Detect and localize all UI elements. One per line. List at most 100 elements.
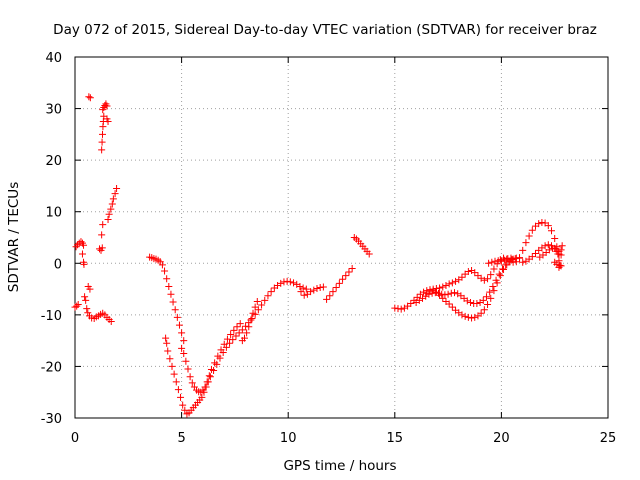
data-point [441, 291, 449, 299]
data-point [487, 271, 495, 279]
data-point [158, 261, 166, 269]
data-point [498, 265, 506, 273]
data-point [532, 249, 540, 257]
x-axis-label: GPS time / hours [283, 458, 396, 474]
data-point [300, 291, 308, 299]
data-point [98, 231, 106, 239]
data-point [407, 300, 415, 308]
data-point [426, 287, 434, 295]
data-point [286, 278, 294, 286]
data-point [163, 275, 171, 283]
data-point [323, 295, 331, 303]
data-point [161, 267, 169, 275]
data-point [247, 316, 255, 324]
data-point [169, 298, 177, 306]
data-point [464, 313, 472, 321]
data-point [261, 296, 269, 304]
y-tick-label: 30 [45, 103, 62, 118]
data-point [77, 238, 85, 246]
data-point [232, 332, 240, 340]
data-point [236, 320, 244, 328]
data-point [491, 257, 499, 265]
data-point [348, 264, 356, 272]
data-point [493, 279, 501, 287]
data-point [466, 298, 474, 306]
data-point [226, 339, 234, 347]
data-point [504, 255, 512, 263]
plot-frame [74, 56, 609, 419]
data-point [501, 256, 509, 264]
data-point [541, 242, 549, 250]
data-point [73, 302, 81, 310]
data-point [174, 386, 182, 394]
data-point [98, 146, 106, 154]
data-point [558, 242, 566, 250]
data-point [487, 294, 495, 302]
data-point [507, 254, 515, 262]
data-point [445, 280, 453, 288]
data-point [420, 288, 428, 296]
data-point [277, 279, 285, 287]
data-point [544, 241, 552, 249]
y-tick-label: -20 [41, 360, 62, 375]
data-point [497, 257, 505, 265]
data-point [473, 300, 481, 308]
data-point [258, 301, 266, 309]
data-point [184, 365, 192, 373]
data-point [198, 393, 206, 401]
data-point [201, 383, 209, 391]
data-point [83, 305, 91, 313]
data-point [178, 344, 186, 352]
data-point [111, 190, 119, 198]
data-point [249, 309, 257, 317]
data-point [86, 94, 94, 102]
x-tick-label: 25 [600, 431, 617, 446]
data-point [519, 258, 527, 266]
data-point [297, 288, 305, 296]
data-point [203, 378, 211, 386]
data-point [166, 355, 174, 363]
data-point [479, 296, 487, 304]
data-point [436, 284, 444, 292]
data-point [80, 241, 88, 249]
data-point [103, 102, 111, 110]
data-point [394, 305, 402, 313]
x-tick-label: 0 [71, 431, 79, 446]
data-point [519, 246, 527, 254]
data-point [165, 282, 173, 290]
data-point [544, 222, 552, 230]
data-point [555, 257, 563, 265]
data-point [109, 195, 117, 203]
y-tick-label: 0 [54, 257, 62, 272]
data-point [471, 269, 479, 277]
data-point [299, 284, 307, 292]
data-point [167, 290, 175, 298]
chart-title: Day 072 of 2015, Sidereal Day-to-day VTE… [53, 22, 597, 38]
data-point [444, 290, 452, 298]
data-point [528, 226, 536, 234]
data-point [168, 362, 176, 370]
data-point [345, 268, 353, 276]
x-tick-label: 15 [387, 431, 404, 446]
data-point [173, 313, 181, 321]
data-point [302, 285, 310, 293]
data-point [238, 326, 246, 334]
data-point [104, 117, 112, 125]
data-point [490, 287, 498, 295]
data-point [227, 330, 235, 338]
data-point [391, 304, 399, 312]
data-point [80, 260, 88, 268]
y-axis-label: SDTVAR / TECUs [6, 182, 22, 292]
data-point [296, 282, 304, 290]
data-point [264, 292, 272, 300]
data-point [439, 283, 447, 291]
data-point [447, 289, 455, 297]
data-point [477, 309, 485, 317]
data-point [290, 279, 298, 287]
data-point [452, 277, 460, 285]
data-point [436, 291, 444, 299]
data-point [108, 200, 116, 208]
data-point [450, 289, 458, 297]
data-point [113, 185, 121, 193]
data-point [458, 311, 466, 319]
